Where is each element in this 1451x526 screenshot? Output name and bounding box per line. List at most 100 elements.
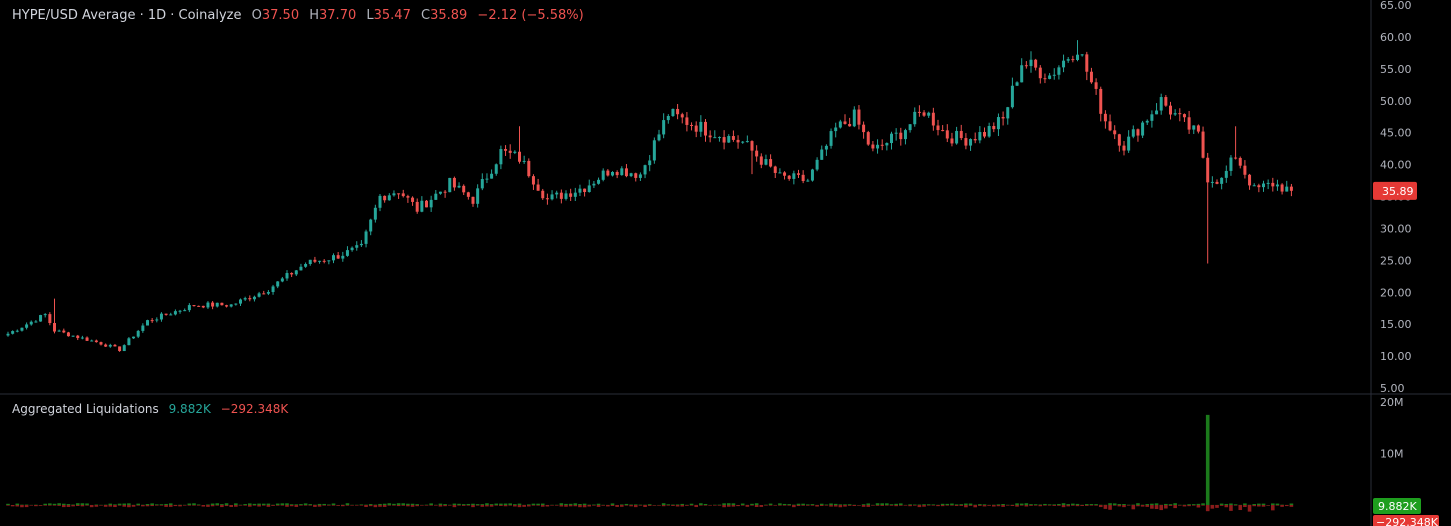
candle-body[interactable] — [685, 117, 689, 125]
candle-body[interactable] — [852, 109, 856, 127]
candle-body[interactable] — [615, 172, 619, 176]
candle-body[interactable] — [996, 117, 1000, 130]
candle-body[interactable] — [113, 344, 117, 347]
candle-body[interactable] — [1192, 125, 1196, 130]
candle-body[interactable] — [332, 255, 335, 261]
candle-body[interactable] — [671, 108, 675, 117]
candle-body[interactable] — [708, 135, 712, 138]
candle-body[interactable] — [504, 149, 508, 151]
candle-body[interactable] — [266, 292, 270, 294]
liquidation-axis[interactable]: 20M 10M — [1380, 396, 1404, 461]
candle-body[interactable] — [555, 192, 559, 195]
candle-body[interactable] — [6, 333, 10, 336]
candle-body[interactable] — [1034, 59, 1038, 68]
candle-body[interactable] — [862, 124, 866, 133]
candle-body[interactable] — [448, 177, 452, 193]
candle-body[interactable] — [364, 231, 368, 244]
candle-body[interactable] — [1085, 54, 1089, 72]
candle-body[interactable] — [1285, 186, 1289, 192]
candle-body[interactable] — [848, 123, 852, 127]
candle-body[interactable] — [429, 199, 433, 208]
candle-body[interactable] — [480, 179, 484, 189]
candle-body[interactable] — [969, 139, 973, 146]
candle-body[interactable] — [913, 111, 917, 125]
candle-body[interactable] — [1187, 117, 1191, 130]
candle-body[interactable] — [257, 293, 261, 297]
candle-body[interactable] — [745, 141, 749, 143]
candle-body[interactable] — [57, 330, 61, 332]
candle-body[interactable] — [1238, 157, 1242, 166]
candle-body[interactable] — [169, 314, 173, 316]
candle-body[interactable] — [783, 172, 787, 176]
candle-body[interactable] — [80, 337, 84, 339]
candle-body[interactable] — [611, 172, 614, 176]
candle-body[interactable] — [620, 168, 624, 176]
candle-body[interactable] — [476, 188, 480, 204]
candle-body[interactable] — [601, 170, 605, 180]
candle-body[interactable] — [359, 243, 363, 246]
candle-body[interactable] — [150, 320, 154, 322]
candle-body[interactable] — [132, 336, 136, 339]
candle-body[interactable] — [704, 121, 707, 136]
candle-body[interactable] — [797, 173, 800, 175]
candle-body[interactable] — [457, 185, 461, 188]
candle-body[interactable] — [1043, 78, 1047, 80]
candle-body[interactable] — [94, 340, 98, 343]
candle-body[interactable] — [750, 141, 754, 151]
candle-body[interactable] — [801, 174, 805, 182]
candle-body[interactable] — [778, 172, 782, 174]
candle-body[interactable] — [466, 192, 470, 197]
candle-body[interactable] — [1210, 181, 1214, 183]
candle-body[interactable] — [239, 299, 242, 304]
candle-body[interactable] — [1257, 185, 1261, 188]
candle-body[interactable] — [722, 137, 726, 143]
candle-body[interactable] — [276, 281, 280, 287]
candle-body[interactable] — [508, 150, 512, 153]
candle-body[interactable] — [192, 305, 196, 307]
candle-body[interactable] — [927, 112, 931, 116]
candle-body[interactable] — [1262, 183, 1265, 188]
candle-body[interactable] — [1136, 129, 1140, 136]
candle-body[interactable] — [1108, 121, 1112, 131]
candle-body[interactable] — [513, 151, 517, 153]
candle-body[interactable] — [1155, 110, 1159, 115]
candle-body[interactable] — [206, 302, 210, 308]
candle-body[interactable] — [587, 185, 591, 193]
candle-body[interactable] — [243, 298, 247, 300]
candle-body[interactable] — [657, 134, 661, 141]
candle-body[interactable] — [471, 196, 475, 204]
candle-body[interactable] — [308, 259, 312, 265]
candle-body[interactable] — [1048, 75, 1052, 79]
candle-body[interactable] — [792, 173, 796, 179]
candle-body[interactable] — [1266, 182, 1270, 184]
candle-body[interactable] — [676, 108, 680, 115]
candle-body[interactable] — [690, 124, 694, 126]
candle-body[interactable] — [643, 165, 647, 175]
candle-body[interactable] — [252, 296, 256, 300]
symbol-legend[interactable]: HYPE/USD Average · 1D · Coinalyze O37.50… — [12, 8, 584, 23]
candle-body[interactable] — [220, 302, 224, 306]
candle-body[interactable] — [62, 330, 66, 333]
candle-body[interactable] — [108, 344, 112, 347]
candle-body[interactable] — [829, 131, 833, 146]
candle-body[interactable] — [1206, 157, 1210, 183]
candle-body[interactable] — [420, 200, 424, 212]
candle-body[interactable] — [741, 141, 745, 143]
candle-body[interactable] — [662, 120, 666, 135]
candle-body[interactable] — [294, 270, 298, 275]
candle-body[interactable] — [490, 173, 494, 179]
candle-body[interactable] — [90, 340, 94, 342]
candle-body[interactable] — [955, 130, 959, 144]
candle-body[interactable] — [415, 201, 419, 212]
candle-body[interactable] — [917, 111, 921, 113]
candle-body[interactable] — [1117, 134, 1121, 146]
candle-body[interactable] — [290, 273, 294, 275]
candle-body[interactable] — [541, 190, 545, 199]
candle-body[interactable] — [694, 125, 698, 132]
candle-body[interactable] — [1089, 71, 1093, 83]
candle-body[interactable] — [699, 121, 703, 132]
candle-body[interactable] — [950, 138, 954, 144]
price-axis[interactable]: 65.0060.0055.0050.0045.0040.0035.0030.00… — [1380, 0, 1412, 395]
candle-body[interactable] — [327, 260, 331, 262]
